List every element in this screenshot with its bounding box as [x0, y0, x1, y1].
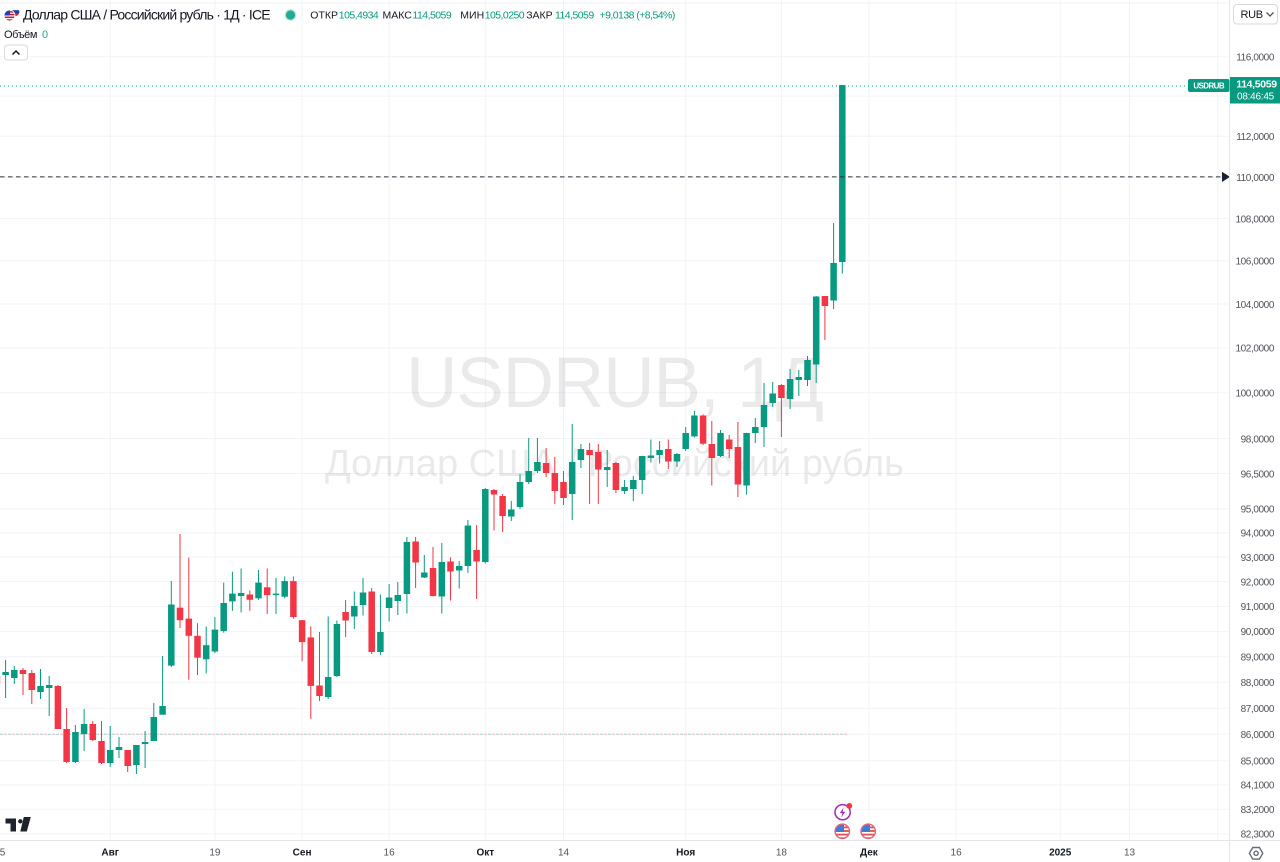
svg-text:112,0000: 112,0000 [1236, 132, 1275, 143]
svg-text:16: 16 [951, 848, 963, 859]
svg-text:98,0000: 98,0000 [1241, 434, 1275, 445]
svg-text:105,4934: 105,4934 [339, 10, 379, 22]
svg-text:102,0000: 102,0000 [1235, 344, 1274, 355]
svg-text:USDRUB, 1Д: USDRUB, 1Д [406, 344, 823, 423]
svg-text:Авг: Авг [101, 848, 119, 859]
svg-text:Доллар США / Российский рубль: Доллар США / Российский рубль · 1Д · ICE [23, 7, 270, 23]
svg-text:116,0000: 116,0000 [1236, 53, 1275, 64]
svg-text:USDRUB: USDRUB [1193, 81, 1224, 90]
svg-text:ОТКР: ОТКР [310, 10, 338, 22]
svg-text:93,0000: 93,0000 [1241, 553, 1275, 564]
svg-text:5: 5 [0, 848, 6, 859]
svg-text:08:46:45: 08:46:45 [1237, 92, 1275, 103]
svg-text:91,0000: 91,0000 [1241, 602, 1275, 613]
svg-text:14: 14 [558, 848, 570, 859]
svg-text:94,0000: 94,0000 [1241, 529, 1275, 540]
svg-text:RUB: RUB [1241, 9, 1263, 21]
svg-text:13: 13 [1124, 848, 1136, 859]
svg-text:84,1000: 84,1000 [1241, 781, 1275, 792]
svg-text:2025: 2025 [1049, 848, 1072, 859]
svg-text:МИН: МИН [460, 10, 484, 22]
svg-text:86,0000: 86,0000 [1241, 730, 1275, 741]
svg-text:МАКС: МАКС [383, 10, 413, 22]
svg-text:100,0000: 100,0000 [1235, 389, 1274, 400]
svg-text:114,5059: 114,5059 [555, 10, 594, 22]
svg-text:105,0250: 105,0250 [485, 10, 525, 22]
svg-text:104,0000: 104,0000 [1235, 300, 1274, 311]
svg-text:96,5000: 96,5000 [1241, 469, 1275, 480]
svg-text:110,0000: 110,0000 [1236, 173, 1275, 184]
svg-text:Дек: Дек [860, 848, 879, 859]
svg-text:Окт: Окт [476, 848, 494, 859]
svg-text:Объём: Объём [4, 29, 37, 41]
svg-text:+9,0138 (+8,54%): +9,0138 (+8,54%) [600, 10, 675, 22]
svg-text:92,0000: 92,0000 [1241, 577, 1275, 588]
svg-text:19: 19 [209, 848, 221, 859]
svg-text:90,0000: 90,0000 [1241, 627, 1275, 638]
svg-text:85,0000: 85,0000 [1241, 757, 1275, 768]
svg-text:106,0000: 106,0000 [1235, 257, 1274, 268]
svg-text:87,0000: 87,0000 [1241, 704, 1275, 715]
svg-text:82,3000: 82,3000 [1241, 830, 1275, 841]
svg-text:16: 16 [384, 848, 396, 859]
svg-text:Сен: Сен [293, 848, 312, 859]
svg-text:89,0000: 89,0000 [1241, 653, 1275, 664]
svg-text:108,0000: 108,0000 [1235, 214, 1274, 225]
svg-text:0: 0 [42, 29, 48, 41]
svg-text:114,5059: 114,5059 [413, 10, 452, 22]
svg-text:95,0000: 95,0000 [1241, 505, 1275, 516]
svg-text:83,2000: 83,2000 [1241, 805, 1275, 816]
svg-text:88,0000: 88,0000 [1241, 678, 1275, 689]
svg-text:ЗАКР: ЗАКР [526, 10, 552, 22]
svg-text:Ноя: Ноя [676, 848, 695, 859]
svg-text:18: 18 [776, 848, 788, 859]
svg-text:114,5059: 114,5059 [1236, 79, 1277, 91]
